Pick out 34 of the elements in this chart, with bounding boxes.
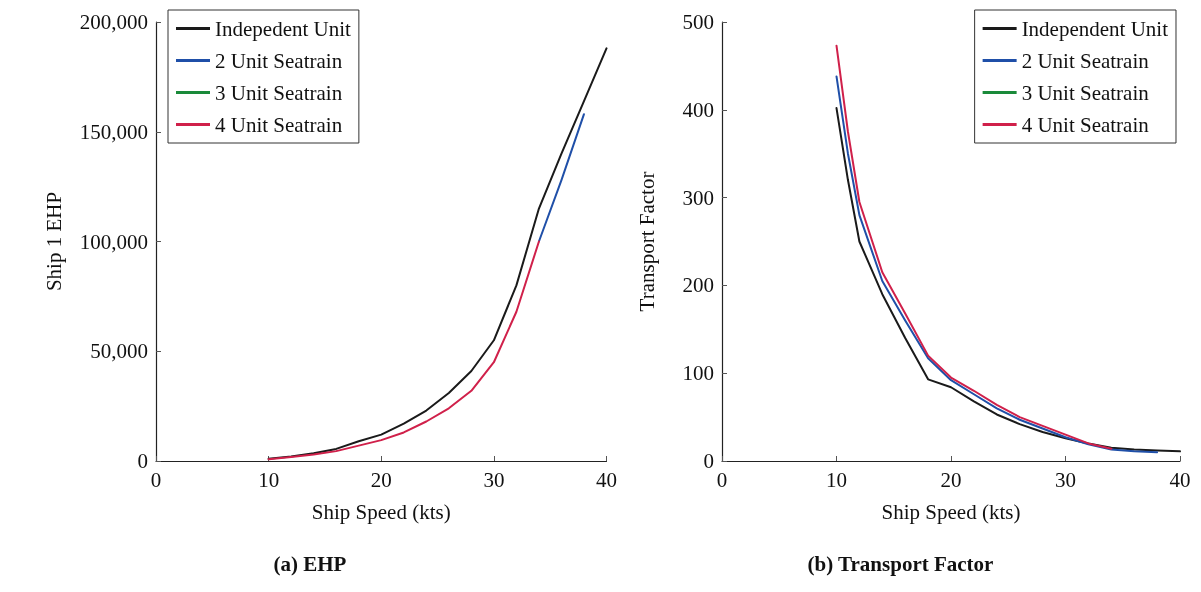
y-tick-label: 0 — [137, 449, 148, 473]
legend-label: 3 Unit Seatrain — [215, 80, 343, 105]
y-tick-label: 100 — [682, 361, 714, 386]
x-tick-label: 40 — [1169, 467, 1191, 492]
y-tick-label: 200 — [682, 273, 714, 298]
x-tick-label: 40 — [596, 467, 617, 492]
legend-label: 4 Unit Seatrain — [215, 112, 343, 137]
line-series — [267, 240, 540, 461]
legend-label: 2 Unit Seatrain — [1021, 48, 1150, 73]
x-axis-title: Ship Speed (kts) — [311, 499, 451, 524]
y-tick-label: 400 — [682, 97, 714, 122]
x-tick-label: 20 — [940, 467, 962, 492]
y-tick-label: 150,000 — [79, 119, 148, 144]
y-axis-title: Transport Factor — [634, 171, 659, 312]
legend-label: Indepedent Unit — [215, 16, 352, 41]
x-tick-label: 30 — [483, 467, 505, 492]
y-tick-label: 300 — [682, 185, 714, 210]
y-tick-label: 0 — [703, 449, 714, 473]
text: (b) Transport Factor — [807, 551, 994, 576]
y-tick-label: 100,000 — [79, 229, 148, 254]
legend-label: 4 Unit Seatrain — [1021, 112, 1150, 137]
x-tick-label: 10 — [258, 467, 280, 492]
legend-label: Independent Unit — [1021, 16, 1169, 41]
x-axis-title: Ship Speed (kts) — [881, 499, 1021, 524]
y-tick-label: 200,000 — [79, 10, 148, 34]
x-tick-label: 30 — [1055, 467, 1076, 492]
y-axis-title: Ship 1 EHP — [41, 191, 66, 292]
legend-label: 2 Unit Seatrain — [215, 48, 343, 73]
text: (a) EHP — [273, 551, 347, 576]
legend-label: 3 Unit Seatrain — [1021, 80, 1150, 105]
x-tick-label: 20 — [370, 467, 392, 492]
x-tick-label: 10 — [826, 467, 847, 492]
y-tick-label: 500 — [682, 10, 714, 34]
y-tick-label: 50,000 — [90, 339, 148, 364]
